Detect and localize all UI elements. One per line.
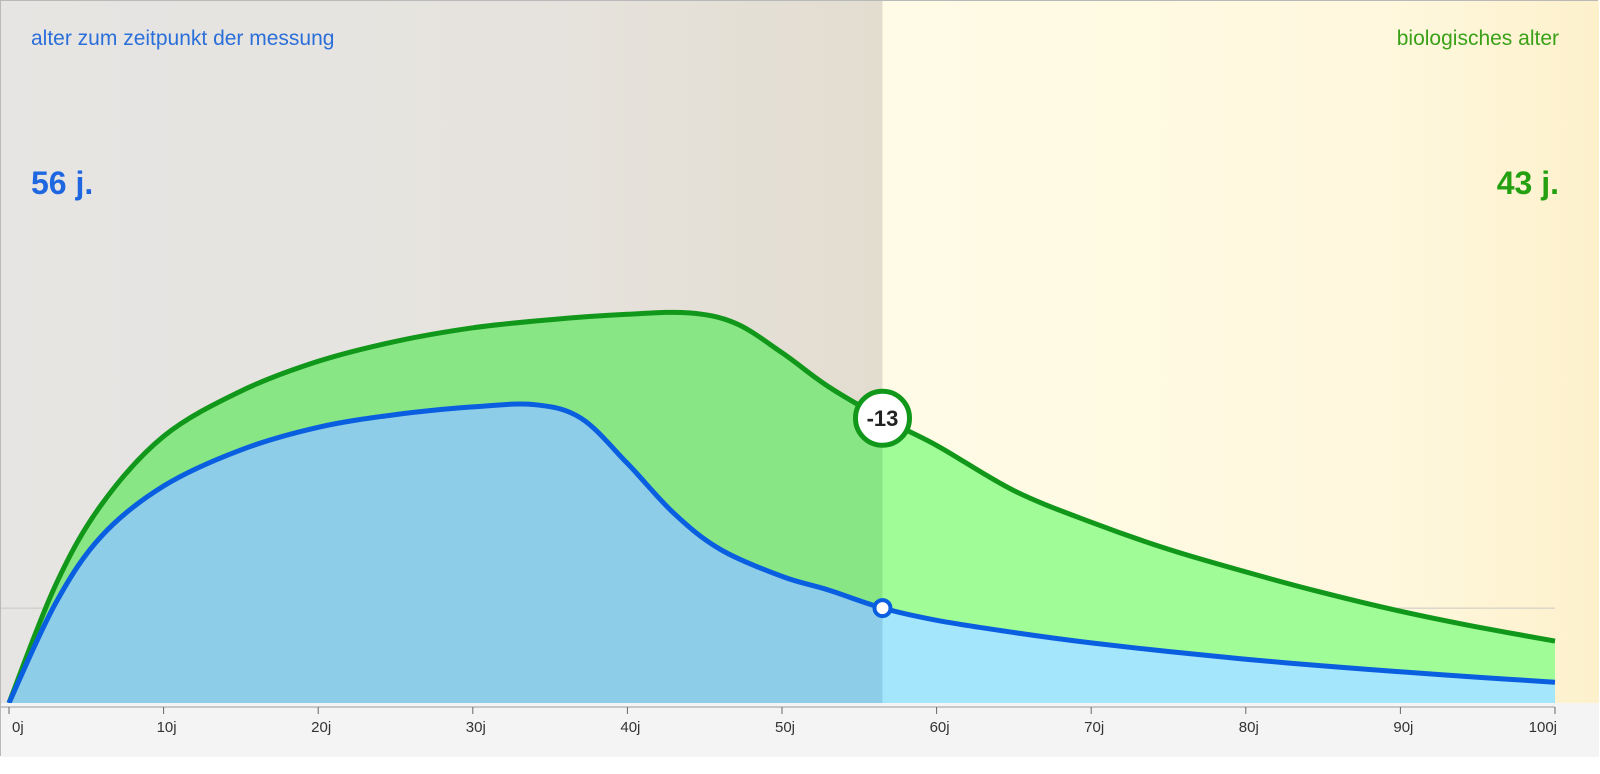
x-tick-label: 80j — [1239, 719, 1259, 736]
measured-age-marker — [872, 598, 893, 619]
x-tick-label: 30j — [466, 719, 486, 736]
blue-area-before — [9, 404, 883, 703]
x-tick-label: 0j — [12, 719, 24, 736]
difference-value: -13 — [867, 406, 899, 431]
age-chart: 0j 10j 20j 30j 40j 50j 60j 70j 80j 90j 100j -13 — [1, 1, 1599, 757]
biological-age-value: 43 j. — [1496, 165, 1559, 201]
measurement-age-caption: alter zum zeitpunkt der messung — [31, 27, 335, 50]
x-tick-label: 60j — [930, 719, 950, 736]
x-tick-label: 90j — [1393, 719, 1413, 736]
x-tick-label: 40j — [620, 719, 640, 736]
measurement-age-value: 56 j. — [31, 165, 94, 201]
biological-age-caption: biologisches alter — [1396, 27, 1559, 50]
measured-age-curve — [6, 401, 1556, 705]
x-axis-band — [1, 703, 1599, 757]
chart-frame: 0j 10j 20j 30j 40j 50j 60j 70j 80j 90j 100j -13 al… — [0, 0, 1599, 757]
x-tick-label: 70j — [1084, 719, 1104, 736]
x-tick-label: 50j — [775, 719, 795, 736]
biological-age-curve — [6, 309, 1556, 704]
x-axis: 0j 10j 20j 30j 40j 50j 60j 70j 80j 90j 100j — [1, 703, 1599, 757]
x-tick-label: 10j — [157, 719, 177, 736]
green-area-after — [882, 418, 1555, 703]
x-tick-label: 100j — [1529, 719, 1557, 736]
difference-badge: -13 — [852, 388, 912, 448]
x-tick-label: 20j — [311, 719, 331, 736]
blue-area-after — [882, 608, 1555, 703]
